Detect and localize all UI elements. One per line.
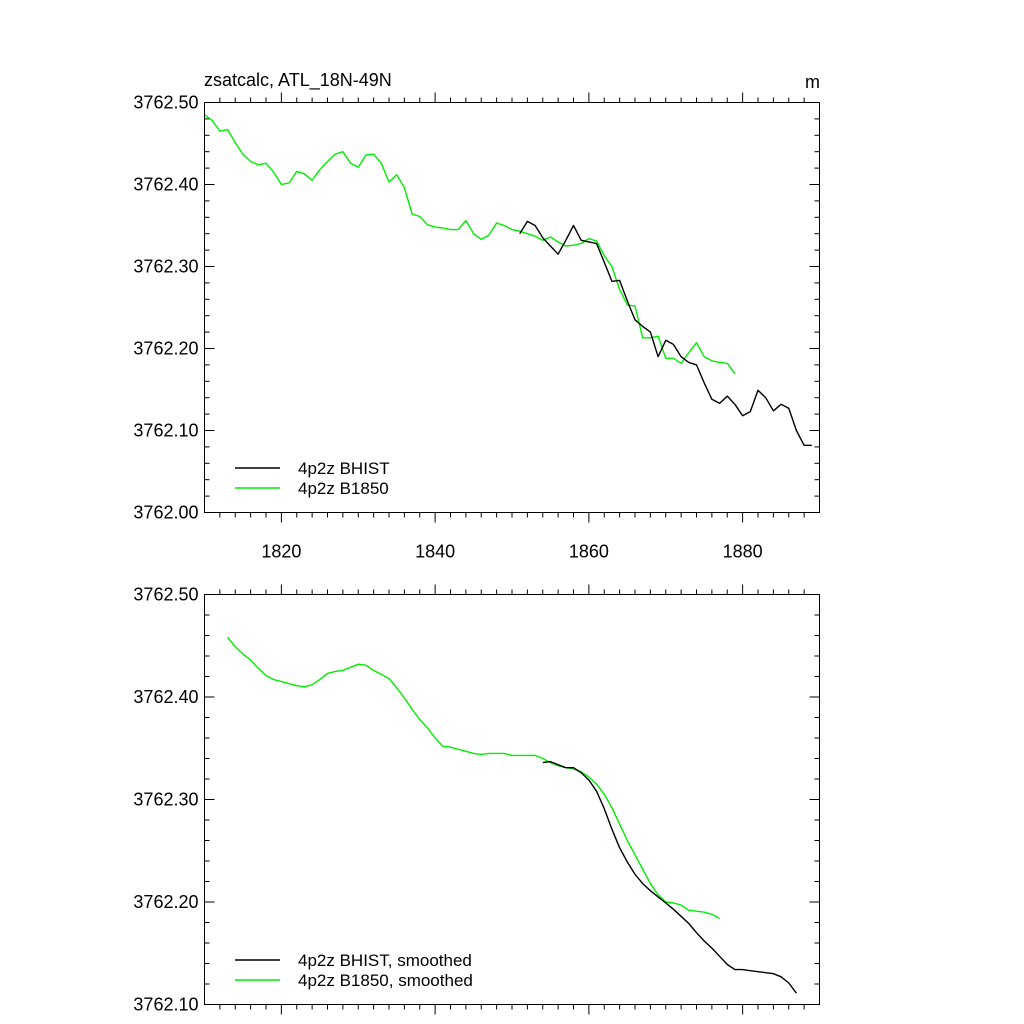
series-lines bbox=[227, 637, 797, 994]
series-line-b1850 bbox=[204, 114, 736, 375]
bottom-panel: 3762.10 3762.20 3762.30 3762.40 3762.50 4p2z… bbox=[133, 584, 820, 1015]
x-tick-label: 1840 bbox=[415, 542, 455, 562]
legend-label: 4p2z BHIST bbox=[298, 459, 390, 478]
legend-label: 4p2z B1850, smoothed bbox=[298, 971, 473, 990]
y-tick-label: 3762.30 bbox=[133, 257, 198, 277]
y-axis-labels: 3762.00 3762.10 3762.20 3762.30 3762.40 3762.… bbox=[133, 93, 198, 523]
series-lines bbox=[204, 114, 812, 446]
x-tick-label: 1880 bbox=[723, 542, 763, 562]
series-line-bhist bbox=[542, 760, 797, 994]
y-tick-label: 3762.30 bbox=[133, 790, 198, 810]
plot-frame bbox=[204, 102, 820, 513]
top-panel: zsatcalc, ATL_18N-49N m 3762.003762.1037… bbox=[133, 70, 820, 562]
legend-label: 4p2z B1850 bbox=[298, 479, 389, 498]
x-axis-labels: 1820 1840 1860 1880 bbox=[261, 542, 762, 562]
y-tick-label: 3762.40 bbox=[133, 175, 198, 195]
y-tick-label: 3762.40 bbox=[133, 687, 198, 707]
legend-label: 4p2z BHIST, smoothed bbox=[298, 951, 472, 970]
y-tick-label: 3762.10 bbox=[133, 421, 198, 441]
y-tick-label: 3762.20 bbox=[133, 339, 198, 359]
y-tick-label: 3762.20 bbox=[133, 892, 198, 912]
series-line-b1850 bbox=[227, 637, 720, 920]
x-tick-label: 1820 bbox=[261, 542, 301, 562]
y-tick-label: 3762.50 bbox=[133, 585, 198, 605]
x-tick-label: 1860 bbox=[569, 542, 609, 562]
units-label: m bbox=[805, 72, 820, 92]
axis-ticks bbox=[204, 584, 820, 1015]
y-axis-labels: 3762.10 3762.20 3762.30 3762.40 3762.50 bbox=[133, 585, 198, 1015]
y-tick-label: 3762.10 bbox=[133, 995, 198, 1015]
plot-frame bbox=[204, 594, 820, 1005]
y-tick-label: 3762.50 bbox=[133, 93, 198, 113]
y-tick-label: 3762.00 bbox=[133, 503, 198, 523]
series-line-bhist bbox=[519, 220, 812, 446]
panel-title: zsatcalc, ATL_18N-49N bbox=[204, 70, 392, 91]
axis-ticks bbox=[204, 92, 820, 523]
